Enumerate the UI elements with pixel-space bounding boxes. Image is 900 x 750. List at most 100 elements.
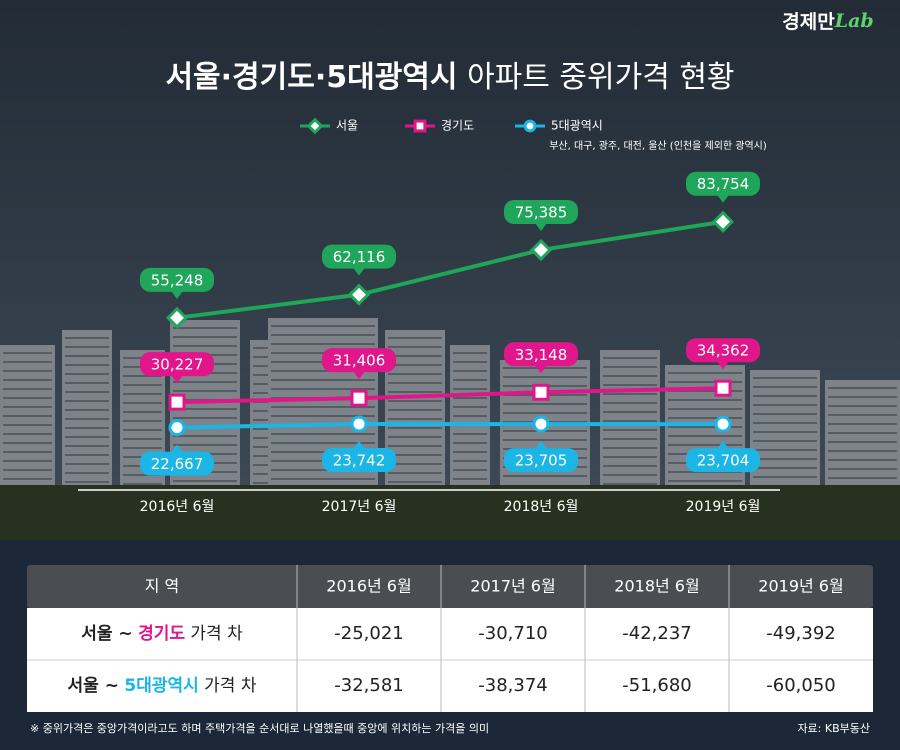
- value-label: 83,754: [697, 175, 750, 193]
- data-point: [529, 238, 553, 262]
- table-cell: -42,237: [622, 623, 691, 644]
- building: [0, 345, 55, 490]
- value-label-bg: [140, 451, 214, 476]
- title-rest: 아파트 중위가격 현황: [467, 60, 734, 95]
- value-label-pointer: [171, 375, 183, 384]
- row-label-part: 경기도: [138, 624, 185, 644]
- title-emphasis: 서울·경기도·5대광역시: [165, 60, 457, 95]
- series-line: [176, 219, 724, 320]
- value-label-pointer: [535, 222, 547, 231]
- brand-text: 경제만: [782, 11, 835, 33]
- x-tick-label: 2017년 6월: [322, 499, 397, 515]
- table-cell: -51,680: [622, 675, 691, 696]
- city-skyline: [0, 318, 900, 490]
- data-point: [714, 379, 732, 397]
- value-label: 34,362: [697, 342, 750, 360]
- data-point: [347, 283, 371, 306]
- row-label-part: 서울 ~: [81, 624, 132, 644]
- value-label-pointer: [535, 441, 547, 450]
- value-label-bg: [322, 244, 396, 269]
- brand: 경제만Lab: [782, 10, 873, 33]
- value-label-pointer: [171, 290, 183, 299]
- row-label: 서울 ~ 5대광역시 가격 차: [68, 676, 257, 696]
- table-header-cell: 2017년 6월: [470, 577, 555, 596]
- value-label-bg: [140, 352, 214, 377]
- legend-label: 5대광역시: [551, 119, 603, 133]
- building: [450, 345, 490, 490]
- value-label-pointer: [717, 441, 729, 450]
- chart-title: 서울·경기도·5대광역시 아파트 중위가격 현황: [165, 60, 734, 95]
- x-tick-label: 2018년 6월: [504, 499, 579, 515]
- value-label-bg: [504, 448, 578, 473]
- value-label-pointer: [717, 194, 729, 203]
- x-tick-label: 2019년 6월: [686, 499, 761, 515]
- data-point: [532, 415, 550, 433]
- legend-marker: [306, 117, 324, 135]
- row-label-part: 5대광역시: [124, 676, 198, 696]
- value-label-bg: [686, 171, 760, 196]
- value-label: 23,704: [697, 452, 750, 470]
- table-cell: -25,021: [334, 623, 403, 644]
- data-point: [350, 415, 368, 433]
- value-label-bg: [140, 267, 214, 292]
- brand-lab: Lab: [834, 10, 874, 32]
- value-label-pointer: [717, 361, 729, 370]
- value-label: 75,385: [515, 203, 568, 221]
- row-label: 서울 ~ 경기도 가격 차: [81, 624, 243, 644]
- table-header-cell: 지 역: [145, 577, 180, 596]
- source: 자료: KB부동산: [797, 722, 870, 735]
- table-header-cell: 2018년 6월: [614, 577, 699, 596]
- legend-label: 서울: [336, 119, 358, 133]
- data-point: [165, 306, 189, 329]
- table-header-cell: 2019년 6월: [758, 577, 843, 596]
- series-line: [176, 386, 724, 405]
- value-label: 33,148: [515, 346, 568, 364]
- data-point: [168, 393, 186, 411]
- value-label: 23,705: [515, 452, 568, 470]
- value-label: 31,406: [333, 352, 386, 370]
- value-label-bg: [504, 342, 578, 367]
- legend-marker: [413, 119, 427, 133]
- data-point: [350, 389, 368, 407]
- value-label-pointer: [353, 267, 365, 276]
- value-label: 62,116: [333, 248, 386, 266]
- value-label-pointer: [353, 371, 365, 380]
- value-label-bg: [504, 199, 578, 224]
- data-point: [532, 383, 550, 401]
- value-label-bg: [686, 338, 760, 363]
- plot: 2016년 6월 2017년 6월 2018년 6월 2019년 6월 서울 55,248…: [140, 117, 761, 515]
- value-label-bg: [322, 447, 396, 472]
- row-label-part: 가격 차: [204, 676, 257, 696]
- value-label-pointer: [353, 440, 365, 449]
- value-label-pointer: [535, 365, 547, 374]
- x-tick-label: 2016년 6월: [140, 499, 215, 515]
- value-label: 55,248: [151, 271, 204, 289]
- footnote: ※ 중위가격은 중앙가격이라고도 하며 주택가격을 순서대로 나열했을때 중앙에…: [30, 721, 489, 735]
- building: [825, 380, 900, 490]
- table-cell: -30,710: [478, 623, 547, 644]
- table-cell: -49,392: [766, 623, 835, 644]
- data-point: [714, 415, 732, 433]
- value-label: 22,667: [151, 455, 204, 473]
- table-cell: -32,581: [334, 675, 403, 696]
- table-cell: -60,050: [766, 675, 835, 696]
- legend-note: 부산, 대구, 광주, 대전, 울산 (인천을 제외한 광역시): [549, 140, 767, 152]
- table-cell: -38,374: [478, 675, 547, 696]
- value-label: 23,742: [333, 451, 386, 469]
- building: [750, 370, 820, 490]
- value-label-bg: [322, 348, 396, 373]
- legend-label: 경기도: [441, 119, 474, 133]
- table-header-cell: 2016년 6월: [326, 577, 411, 596]
- series-line: [176, 421, 724, 430]
- value-label: 30,227: [151, 356, 204, 374]
- data-point: [168, 419, 186, 437]
- row-label-part: 서울 ~: [68, 676, 119, 696]
- table-header-bg: [27, 565, 873, 608]
- row-label-part: 가격 차: [190, 624, 243, 644]
- tree-line: [0, 485, 900, 540]
- value-label-bg: [686, 448, 760, 473]
- data-point: [711, 210, 735, 233]
